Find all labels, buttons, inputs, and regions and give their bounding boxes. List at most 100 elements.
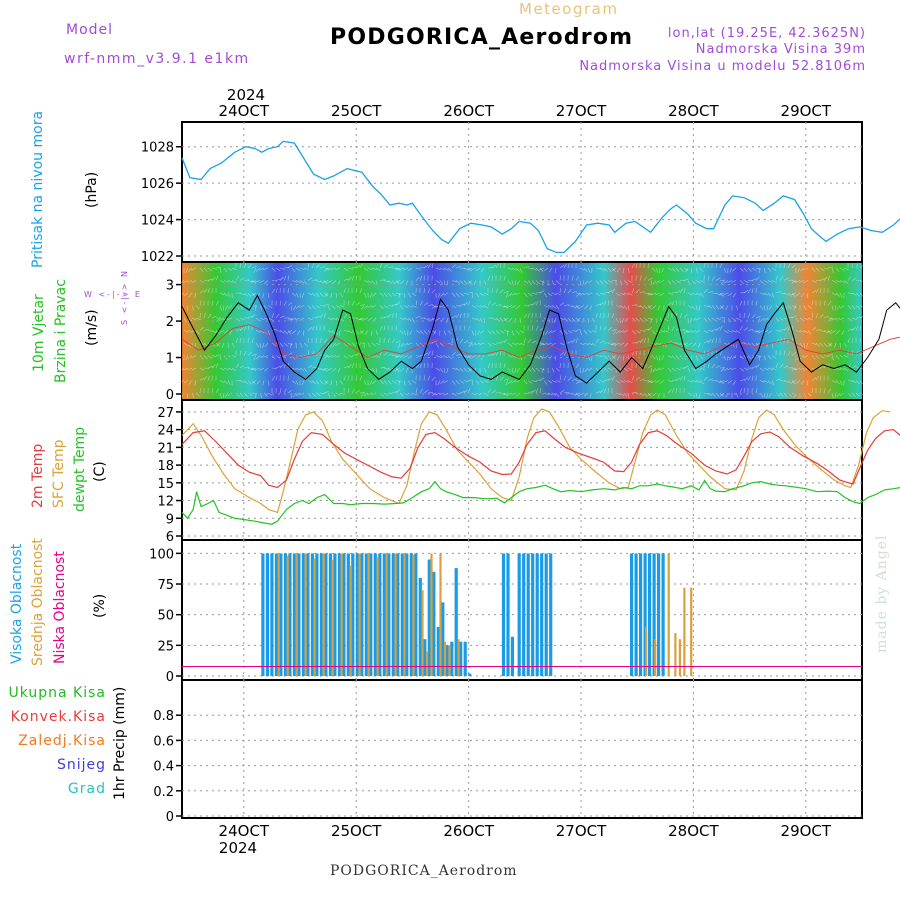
mid-cloud-bar bbox=[678, 639, 681, 676]
wind-arrow bbox=[330, 292, 333, 298]
wind-arrow bbox=[607, 280, 613, 283]
high-cloud-bar bbox=[544, 553, 548, 676]
top-year-label: 2024 bbox=[227, 86, 265, 104]
wind-arrow bbox=[827, 330, 833, 333]
wind-arrow bbox=[851, 292, 857, 296]
wind-arrow bbox=[343, 342, 348, 347]
wind-arrow bbox=[207, 366, 213, 369]
wind-arrow bbox=[543, 292, 548, 298]
wind-arrow bbox=[667, 355, 673, 359]
wind-arrow bbox=[527, 292, 533, 297]
wind-arrow bbox=[783, 326, 788, 331]
wind-arrow bbox=[611, 267, 617, 272]
wind-arrow bbox=[235, 305, 240, 310]
bottom-year-label: 2024 bbox=[219, 839, 257, 857]
wind-arrow bbox=[239, 392, 244, 398]
wind-arrow bbox=[627, 267, 630, 273]
pressure-ylabel: Pritisak na nivou mora bbox=[30, 111, 46, 268]
wind-arrow bbox=[576, 317, 581, 323]
wind-arrow bbox=[467, 267, 472, 272]
wind-arrow bbox=[331, 305, 336, 310]
high-cloud-bar bbox=[261, 553, 265, 676]
wind-arrow bbox=[395, 280, 400, 285]
wind-arrow bbox=[775, 363, 778, 369]
wind-arrow bbox=[843, 280, 849, 284]
wind-arrow bbox=[415, 267, 421, 270]
wind-arrow bbox=[584, 305, 589, 310]
wind-arrow bbox=[303, 280, 308, 285]
wind-arrow bbox=[239, 380, 245, 383]
wind-arrow bbox=[211, 364, 216, 369]
wind-arrow bbox=[719, 380, 725, 383]
wind-arrow bbox=[639, 305, 645, 309]
wind-arrow bbox=[531, 292, 537, 295]
wind-arrow bbox=[554, 267, 557, 273]
wind-arrow bbox=[299, 392, 305, 396]
wind-arrow bbox=[431, 350, 434, 356]
wind-arrow bbox=[767, 280, 773, 283]
wind-arrow bbox=[423, 275, 425, 281]
wind-arrow bbox=[468, 367, 473, 372]
wind-arrow bbox=[447, 342, 453, 345]
wind-arrow bbox=[703, 376, 708, 381]
wind-arrow bbox=[315, 380, 320, 385]
wind-arrow bbox=[415, 315, 421, 319]
wind-arrow bbox=[635, 263, 638, 269]
wind-arrow bbox=[211, 315, 217, 319]
wind-arrow bbox=[819, 365, 825, 369]
wind-arrow bbox=[264, 280, 269, 285]
mid-cloud-bar bbox=[403, 553, 406, 676]
wind-arrow bbox=[479, 342, 485, 346]
wind-arrow bbox=[523, 380, 528, 385]
wind-arrow bbox=[435, 392, 441, 396]
wind-arrow bbox=[687, 342, 693, 346]
mid-cloud-bar bbox=[304, 553, 307, 676]
wind-arrow bbox=[503, 305, 509, 309]
wind-arrow bbox=[531, 301, 536, 306]
wind-arrow bbox=[615, 330, 621, 334]
wind-arrow bbox=[619, 342, 625, 346]
temp-ylabel-sfc: SFC Temp bbox=[51, 439, 67, 508]
wind-arrow bbox=[279, 388, 282, 394]
wind-arrow bbox=[759, 380, 765, 383]
wind-arrow bbox=[405, 280, 409, 286]
wind-arrow bbox=[657, 392, 661, 398]
mid-cloud-bar bbox=[286, 555, 289, 676]
wind-arrow bbox=[720, 367, 725, 373]
wind-arrow bbox=[689, 317, 693, 323]
wind-arrow bbox=[611, 355, 617, 359]
mid-cloud-bar bbox=[331, 559, 334, 676]
wind-arrow bbox=[427, 263, 431, 269]
mid-cloud-bar bbox=[683, 587, 686, 676]
wind-arrow bbox=[183, 367, 189, 371]
wind-arrow bbox=[803, 280, 809, 284]
wind-arrow bbox=[331, 330, 336, 335]
wind-arrow bbox=[683, 342, 689, 346]
wind-arrow bbox=[255, 342, 260, 348]
wind-arrow bbox=[687, 292, 693, 296]
wind-arrow bbox=[847, 328, 853, 331]
y-tick-label: 1024 bbox=[141, 214, 174, 229]
wind-arrow bbox=[603, 280, 608, 285]
high-cloud-bar bbox=[315, 553, 319, 676]
wind-arrow bbox=[843, 267, 849, 271]
wind-arrow bbox=[383, 367, 389, 370]
wind-arrow bbox=[683, 342, 688, 347]
wind-arrow bbox=[611, 288, 616, 294]
wind-arrow bbox=[671, 267, 676, 272]
wind-arrow bbox=[419, 275, 423, 281]
wind-arrow bbox=[587, 330, 593, 334]
wind-arrow bbox=[571, 338, 576, 344]
wind-arrow bbox=[247, 305, 253, 309]
wind-arrow bbox=[799, 367, 805, 371]
wind-arrow bbox=[267, 330, 271, 336]
cloud-ylabel-low: Niska Oblacnost bbox=[52, 551, 68, 664]
wind-arrow bbox=[755, 315, 761, 319]
wind-arrow bbox=[279, 364, 284, 369]
wind-arrow bbox=[783, 350, 786, 356]
wind-arrow bbox=[451, 305, 457, 309]
wind-arrow bbox=[647, 392, 652, 398]
wind-arrow bbox=[287, 302, 293, 306]
wind-arrow bbox=[227, 305, 233, 309]
wind-arrow bbox=[739, 280, 744, 285]
